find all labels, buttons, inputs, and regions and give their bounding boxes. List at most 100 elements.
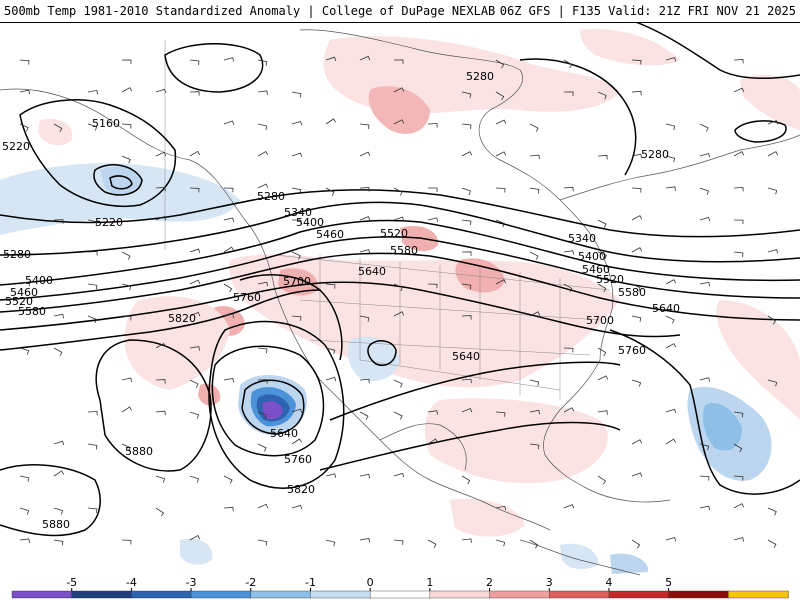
wind-barb (87, 315, 97, 324)
contour-label: 5820 (287, 483, 315, 496)
wind-barb (427, 410, 438, 415)
wind-barb (495, 119, 507, 125)
colorbar-swatch (250, 590, 312, 599)
wind-barb (563, 250, 574, 255)
wind-barb (393, 187, 403, 196)
wind-barb (631, 153, 642, 159)
wind-barb (529, 154, 540, 160)
wind-barb (529, 539, 539, 549)
wind-barb (155, 186, 166, 192)
wind-barb (733, 475, 744, 481)
wind-barb (359, 315, 370, 322)
wind-barb (495, 539, 506, 547)
wind-barb (563, 407, 575, 413)
wind-barb (665, 155, 676, 163)
wind-barb (87, 123, 98, 131)
wind-barb (563, 504, 575, 509)
wind-barb (291, 91, 302, 98)
contour-label: 5880 (42, 518, 70, 531)
wind-barb (393, 472, 405, 478)
wind-barb (699, 187, 709, 195)
contour-label: 5580 (618, 286, 646, 299)
wind-barb (529, 123, 539, 132)
contour-label: 5640 (652, 302, 680, 315)
wind-barb (291, 219, 302, 225)
model-run-info: 06Z GFS | F135 Valid: 21Z FRI NOV 21 202… (499, 4, 796, 18)
colorbar-swatch (728, 590, 789, 599)
contour-label: 5340 (284, 206, 312, 219)
contour-label: 5400 (25, 274, 53, 287)
colorbar-tick-label: 4 (605, 576, 612, 589)
title-bar: 500mb Temp 1981-2010 Standardized Anomal… (0, 0, 800, 23)
wind-barb (325, 118, 337, 125)
wind-barb (121, 377, 133, 382)
wind-barb (257, 503, 269, 509)
wind-barb (189, 379, 199, 388)
wind-barb (393, 59, 404, 64)
wind-barb (597, 475, 607, 485)
wind-barb (257, 443, 267, 452)
wind-barb (189, 534, 201, 541)
wind-barb (699, 505, 711, 511)
anomaly-colorbar: -5 -4 -3 -2 -1 0 1 2 3 4 5 (11, 576, 789, 599)
wind-barb (529, 443, 540, 450)
wind-barb (631, 187, 642, 193)
wind-barb (597, 219, 607, 228)
wind-barb (359, 473, 370, 479)
wind-barb (597, 91, 607, 100)
wind-barb (223, 378, 234, 383)
contour-label: 5220 (2, 140, 30, 153)
wind-barb (155, 342, 167, 349)
wind-barb (631, 379, 642, 387)
wind-barb (359, 411, 369, 420)
wind-barb (665, 536, 677, 542)
wind-barb (733, 186, 744, 192)
wind-barb (529, 379, 540, 387)
wind-barb (189, 187, 200, 193)
contour-label: 5760 (618, 344, 646, 357)
wind-barb (291, 251, 301, 260)
wind-barb (121, 155, 131, 164)
wind-barb (631, 90, 642, 96)
wind-barb (461, 251, 472, 256)
wind-barb (563, 59, 573, 69)
wind-barb (155, 215, 167, 221)
wind-barb (189, 150, 201, 157)
wind-barb (529, 311, 541, 317)
wind-barb (257, 150, 269, 157)
contour-label: 5760 (233, 291, 261, 304)
wind-barb (495, 91, 505, 101)
wind-barb (495, 219, 505, 228)
contour-label: 5280 (641, 148, 669, 161)
wind-barb (631, 539, 641, 549)
contour-label: 5640 (452, 350, 480, 363)
wind-barb (155, 379, 166, 384)
contour-label: 5400 (296, 216, 324, 229)
colorbar-tick-label: -4 (126, 576, 137, 589)
wind-barb (359, 151, 371, 157)
wind-barb (223, 506, 234, 512)
wind-barb (257, 539, 268, 546)
wind-barb (733, 443, 743, 453)
wind-barb (767, 539, 777, 549)
wind-barb (87, 251, 98, 256)
wind-barb (665, 57, 677, 62)
wind-barb (461, 187, 471, 195)
wind-barb (223, 283, 233, 293)
wind-barb (257, 281, 269, 287)
wind-barb (461, 283, 472, 290)
wind-barb (597, 410, 608, 415)
wind-barb (495, 279, 507, 285)
wind-barb (665, 438, 677, 445)
wind-barb (529, 251, 539, 260)
wind-barb (767, 187, 778, 195)
wind-barb (189, 311, 201, 317)
wind-barb (359, 216, 371, 221)
wind-barb (189, 91, 200, 96)
contour-label: 5220 (95, 216, 123, 229)
wind-barb (19, 475, 30, 482)
wind-barb (291, 121, 303, 126)
wind-barb (699, 216, 711, 222)
wind-barb (189, 248, 201, 253)
wind-barb (223, 475, 233, 484)
